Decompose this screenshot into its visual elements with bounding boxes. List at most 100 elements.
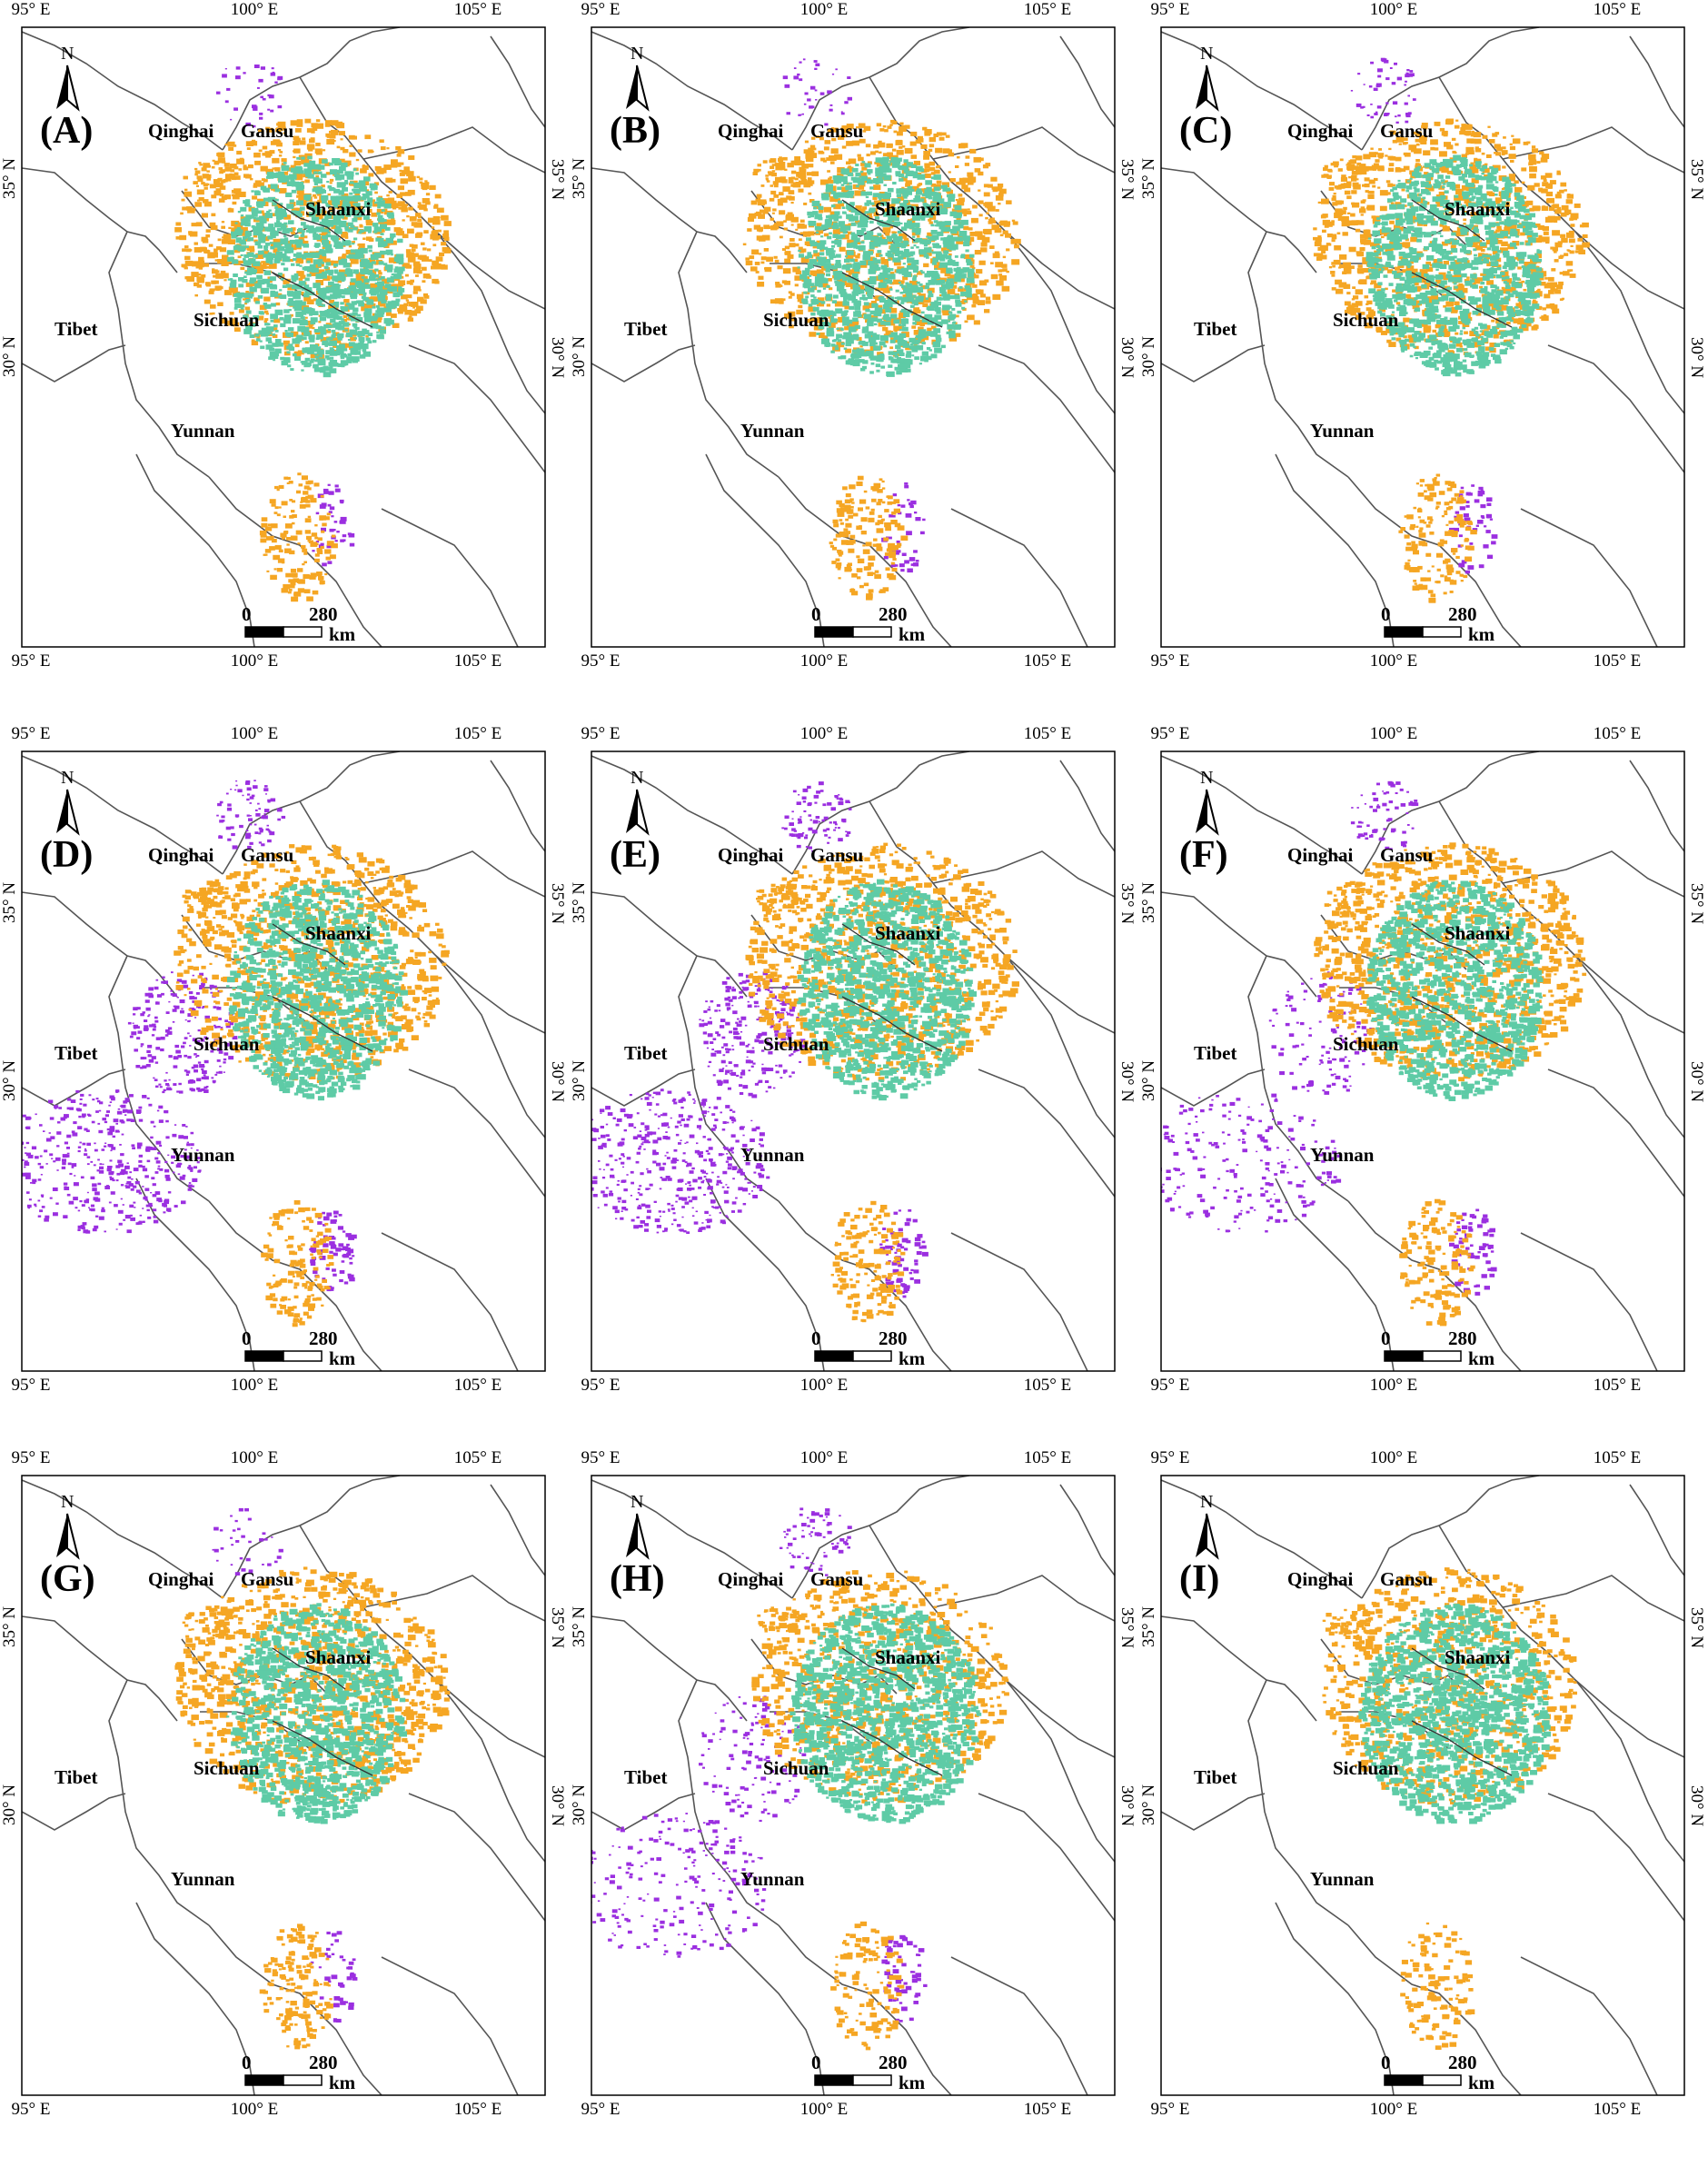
longitude-label-bottom: 95° E [12, 651, 51, 671]
longitude-label-top: 105° E [1024, 1448, 1071, 1468]
latitude-label-right: 30° N [1117, 1061, 1137, 1102]
province-boundary [491, 1485, 545, 1576]
province-label: Qinghai [148, 1568, 214, 1591]
teal-distribution [798, 157, 975, 377]
longitude-label-bottom: 95° E [581, 651, 621, 671]
latitude-label-left: 30° N [570, 1784, 590, 1825]
province-label: Qinghai [718, 120, 783, 143]
scale-bar-start: 0 [1381, 603, 1391, 626]
province-label: Sichuan [1333, 1033, 1398, 1056]
latitude-label-right: 35° N [547, 883, 567, 924]
province-boundary [1161, 345, 1265, 382]
north-arrow-icon [56, 65, 78, 109]
longitude-label-top: 100° E [231, 724, 278, 744]
province-boundary [1503, 1576, 1684, 1621]
teal-distribution [226, 880, 408, 1100]
province-boundary [409, 345, 545, 472]
province-boundary [1348, 1201, 1521, 1371]
province-boundary [22, 168, 177, 273]
map-canvas [1139, 724, 1708, 1433]
latitude-label-left: 35° N [1139, 158, 1159, 199]
latitude-label-left: 30° N [570, 336, 590, 377]
north-label: N [631, 44, 643, 65]
province-label: Sichuan [763, 309, 829, 332]
latitude-label-left: 35° N [570, 158, 590, 199]
latitude-label-left: 30° N [0, 1060, 20, 1101]
province-boundary [1548, 1794, 1684, 1921]
longitude-label-bottom: 100° E [231, 1376, 278, 1396]
province-boundary [1060, 1485, 1115, 1576]
longitude-label-top: 95° E [1151, 724, 1190, 744]
longitude-label-top: 95° E [12, 0, 51, 20]
map-canvas [0, 1448, 569, 2157]
province-boundary [454, 1703, 545, 1862]
province-boundary [779, 1201, 951, 1371]
province-boundary [978, 345, 1115, 472]
province-boundary [22, 1616, 177, 1721]
province-boundary [1006, 232, 1115, 309]
province-boundary [136, 1903, 254, 2095]
province-boundary [22, 1794, 125, 1830]
map-canvas [0, 724, 569, 1433]
longitude-label-top: 95° E [12, 724, 51, 744]
scale-bar-unit: km [899, 623, 925, 646]
province-label: Shaanxi [875, 198, 940, 221]
longitude-label-top: 105° E [1024, 0, 1071, 20]
province-boundary [1521, 509, 1657, 647]
province-boundary [1276, 1903, 1394, 2095]
province-boundary [1594, 979, 1684, 1138]
province-label: Shaanxi [305, 922, 371, 945]
province-label: Yunnan [740, 1144, 804, 1167]
north-label: N [631, 1492, 643, 1513]
latitude-label-left: 30° N [1139, 1784, 1159, 1825]
province-boundary [1024, 1703, 1115, 1862]
longitude-label-bottom: 100° E [231, 2100, 278, 2120]
latitude-label-left: 35° N [0, 158, 20, 199]
longitude-label-top: 100° E [1370, 1448, 1417, 1468]
latitude-label-left: 35° N [570, 1606, 590, 1647]
longitude-label-bottom: 100° E [800, 2100, 848, 2120]
province-boundary [209, 1925, 382, 2095]
longitude-label-top: 100° E [1370, 0, 1417, 20]
province-boundary [1630, 1485, 1684, 1576]
province-boundary [591, 892, 747, 997]
longitude-label-top: 105° E [1024, 724, 1071, 744]
province-boundary [491, 36, 545, 127]
province-label: Tibet [1194, 318, 1236, 341]
longitude-label-bottom: 95° E [581, 1376, 621, 1396]
province-label: Gansu [1380, 1568, 1433, 1591]
province-boundary [1548, 1069, 1684, 1197]
province-label: Tibet [55, 1766, 97, 1789]
province-boundary [22, 345, 125, 382]
province-label: Gansu [810, 1568, 863, 1591]
province-label: Tibet [1194, 1042, 1236, 1065]
province-boundary [1630, 36, 1684, 127]
latitude-label-right: 30° N [1686, 1061, 1706, 1102]
longitude-label-top: 95° E [581, 1448, 621, 1468]
longitude-label-bottom: 105° E [1594, 2100, 1641, 2120]
latitude-label-right: 30° N [547, 1785, 567, 1826]
province-label: Sichuan [194, 309, 259, 332]
province-label: Tibet [624, 318, 667, 341]
province-boundary [1024, 979, 1115, 1138]
province-boundary [978, 1069, 1115, 1197]
latitude-label-right: 30° N [1117, 1785, 1137, 1826]
province-label: Gansu [1380, 120, 1433, 143]
province-boundary [1060, 760, 1115, 851]
longitude-label-bottom: 105° E [454, 1376, 501, 1396]
scale-bar [1385, 627, 1461, 637]
scale-bar-unit: km [1468, 1347, 1494, 1370]
north-label: N [61, 1492, 74, 1513]
province-boundary [1161, 168, 1316, 273]
longitude-label-top: 105° E [1594, 724, 1641, 744]
province-boundary [363, 851, 545, 897]
province-boundary [978, 1794, 1115, 1921]
province-boundary [436, 1680, 545, 1757]
latitude-label-left: 35° N [570, 882, 590, 923]
longitude-label-top: 95° E [1151, 0, 1190, 20]
